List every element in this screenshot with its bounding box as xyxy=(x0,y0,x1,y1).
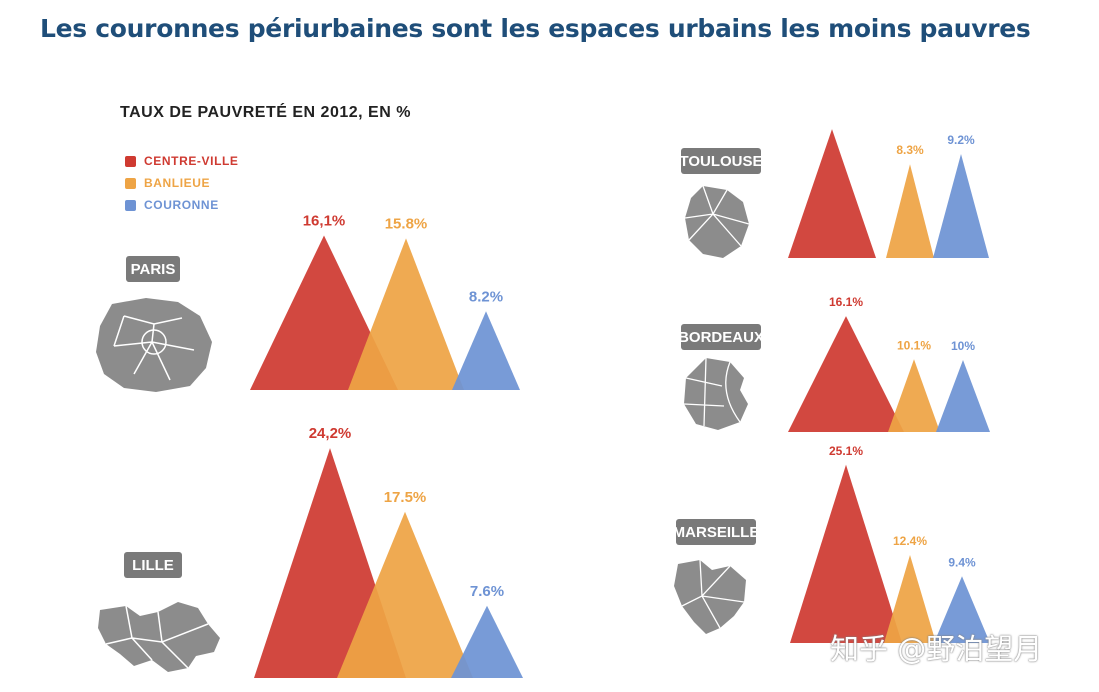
city-label-toulouse: TOULOUSE xyxy=(679,148,763,174)
toulouse-map-icon xyxy=(684,185,750,258)
value-label-paris-couronne: 8.2% xyxy=(469,288,503,305)
value-label-paris-banlieue: 15.8% xyxy=(385,215,428,232)
legend-item-banlieue: BANLIEUE xyxy=(125,172,239,194)
page-title: Les couronnes périurbaines sont les espa… xyxy=(40,14,1031,43)
value-label-marseille-centre-ville: 25.1% xyxy=(829,444,863,458)
value-label-lille-banlieue: 17.5% xyxy=(384,489,427,506)
city-label-bg xyxy=(126,256,180,282)
legend-swatch-centre xyxy=(125,155,136,167)
value-label-marseille-couronne: 9.4% xyxy=(948,555,976,569)
bordeaux-map-icon xyxy=(683,357,748,430)
city-label-bg xyxy=(676,519,756,545)
city-label-bg xyxy=(124,552,182,578)
lille-map-icon xyxy=(98,602,220,672)
legend-swatch-couronne xyxy=(125,199,136,211)
triangle-toulouse-banlieue xyxy=(886,164,934,258)
value-label-toulouse-couronne: 9.2% xyxy=(947,133,975,147)
triangle-bordeaux-centre-ville xyxy=(788,316,904,432)
triangle-paris-centre-ville xyxy=(250,235,398,390)
city-label-text: BORDEAUX xyxy=(678,329,764,346)
city-label-text: PARIS xyxy=(131,261,176,278)
value-label-lille-centre-ville: 24,2% xyxy=(309,425,352,442)
city-label-text: LILLE xyxy=(132,557,174,574)
triangle-lille-banlieue xyxy=(337,511,473,678)
triangle-lille-couronne xyxy=(451,605,523,678)
value-label-toulouse-banlieue: 8.3% xyxy=(896,143,924,157)
value-label-bordeaux-centre-ville: 16.1% xyxy=(829,295,863,309)
triangle-marseille-centre-ville xyxy=(790,464,902,643)
triangle-paris-couronne xyxy=(452,311,520,390)
value-label-bordeaux-banlieue: 10.1% xyxy=(897,338,931,352)
triangle-marseille-couronne xyxy=(934,576,990,643)
triangle-marseille-banlieue xyxy=(884,554,936,643)
triangle-paris-banlieue xyxy=(348,238,464,390)
marseille-map-icon xyxy=(674,559,746,634)
value-label-bordeaux-couronne: 10% xyxy=(951,339,975,353)
city-label-marseille: MARSEILLE xyxy=(673,519,760,545)
legend-label-banlieue: BANLIEUE xyxy=(144,176,211,190)
triangle-bordeaux-banlieue xyxy=(888,359,940,432)
watermark: 知乎 @野泊望月 xyxy=(830,632,1043,666)
value-label-marseille-banlieue: 12.4% xyxy=(893,534,927,548)
value-label-lille-couronne: 7.6% xyxy=(470,583,504,600)
legend-label-centre: CENTRE-VILLE xyxy=(144,154,239,168)
city-label-bg xyxy=(681,324,761,350)
city-label-text: MARSEILLE xyxy=(673,524,760,541)
city-label-bg xyxy=(681,148,761,174)
paris-map-icon xyxy=(96,298,212,392)
legend-item-centre: CENTRE-VILLE xyxy=(125,150,239,172)
city-label-bordeaux: BORDEAUX xyxy=(678,324,764,350)
city-label-text: TOULOUSE xyxy=(679,153,762,170)
legend-label-couronne: COURONNE xyxy=(144,198,219,212)
city-label-paris: PARIS xyxy=(126,256,180,282)
triangle-toulouse-centre-ville xyxy=(788,129,876,258)
city-label-lille: LILLE xyxy=(124,552,182,578)
legend-swatch-banlieue xyxy=(125,177,136,189)
chart-subtitle: TAUX DE PAUVRETÉ EN 2012, EN % xyxy=(120,104,411,121)
chart-legend: CENTRE-VILLE BANLIEUE COURONNE xyxy=(125,150,239,216)
legend-item-couronne: COURONNE xyxy=(125,194,239,216)
triangle-bordeaux-couronne xyxy=(936,360,990,432)
value-label-paris-centre-ville: 16,1% xyxy=(303,212,346,229)
triangle-toulouse-couronne xyxy=(933,154,989,258)
